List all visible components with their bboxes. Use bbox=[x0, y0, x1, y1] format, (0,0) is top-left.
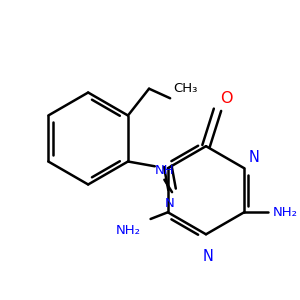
Text: NH₂: NH₂ bbox=[116, 224, 141, 237]
Text: N: N bbox=[249, 150, 260, 165]
Text: N: N bbox=[164, 197, 174, 210]
Text: NH₂: NH₂ bbox=[273, 206, 298, 219]
Text: CH₃: CH₃ bbox=[173, 82, 197, 95]
Text: NH: NH bbox=[154, 164, 174, 177]
Text: N: N bbox=[202, 249, 213, 264]
Text: O: O bbox=[220, 91, 233, 106]
